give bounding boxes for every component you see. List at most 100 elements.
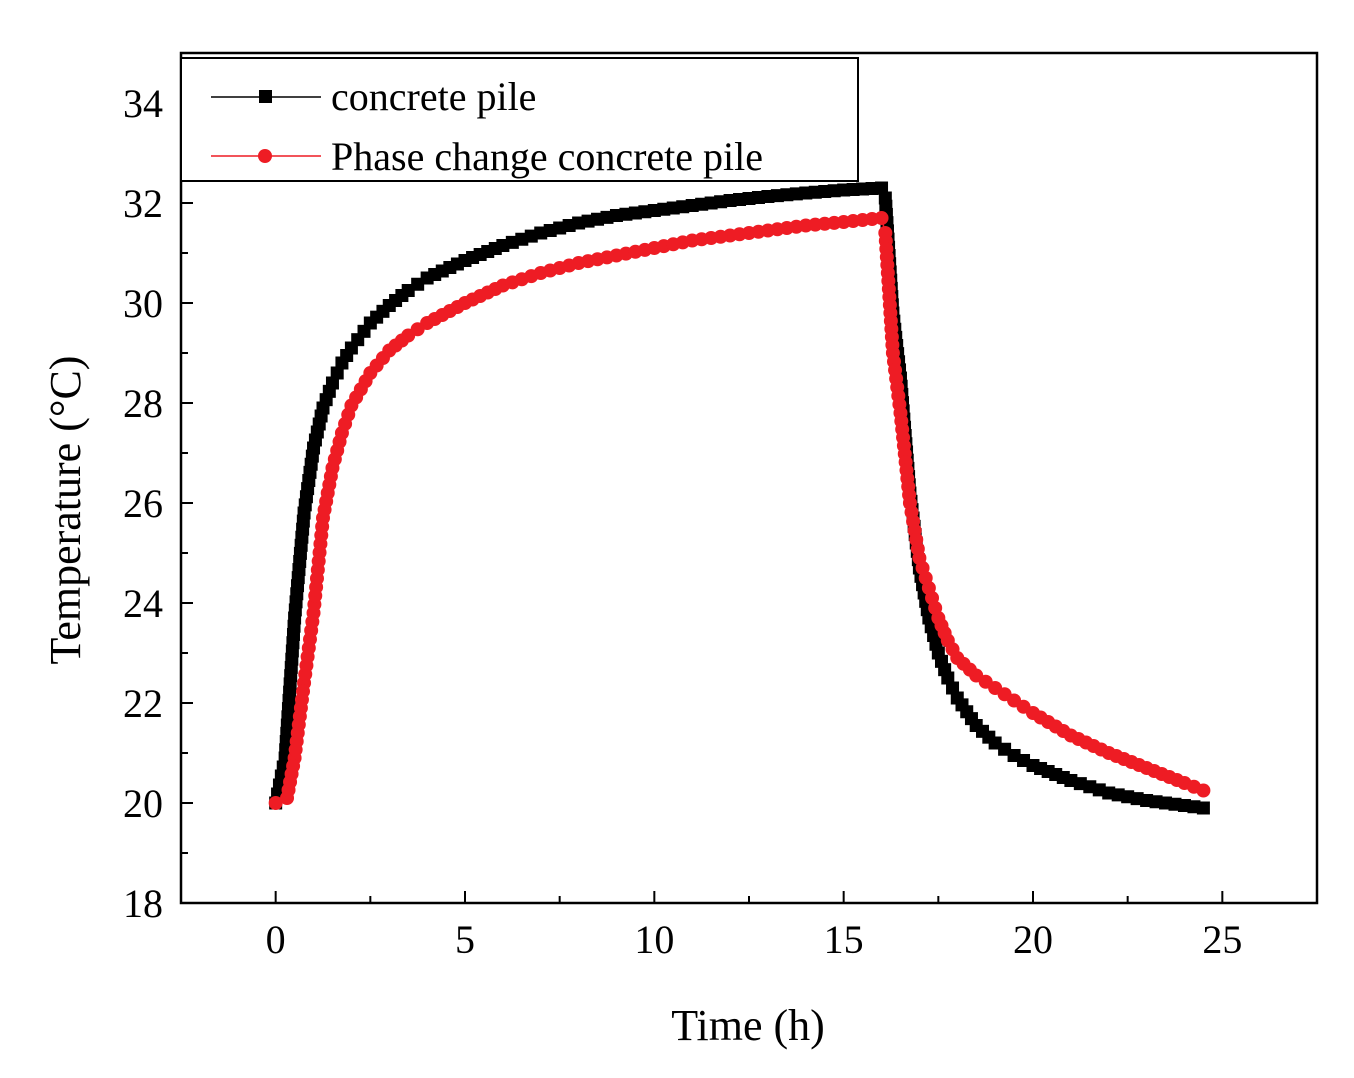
data-point [714, 195, 728, 209]
data-point [892, 397, 907, 412]
data-point [488, 242, 502, 255]
x-tick-label: 5 [455, 917, 475, 962]
y-tick-label: 30 [123, 281, 163, 326]
data-point [789, 219, 804, 234]
x-tick-label: 15 [824, 917, 864, 962]
data-point [357, 324, 371, 338]
x-tick-label: 0 [266, 917, 286, 962]
data-point [296, 684, 311, 699]
data-point [323, 469, 338, 484]
data-point [1056, 771, 1070, 784]
data-point [524, 229, 538, 243]
data-point [358, 374, 373, 389]
data-point [340, 349, 354, 362]
data-point [637, 242, 652, 257]
data-point [978, 674, 993, 689]
data-point [928, 601, 943, 615]
data-point [902, 487, 917, 502]
series-layer [268, 181, 1211, 815]
data-point [375, 351, 390, 365]
data-point [296, 514, 310, 528]
data-point [982, 730, 996, 744]
data-point [1187, 800, 1201, 814]
data-point [314, 409, 328, 423]
data-point [865, 182, 879, 195]
legend: concrete pile Phase change concrete pile [180, 57, 859, 182]
data-point [1132, 758, 1147, 772]
series-line [275, 217, 1204, 804]
data-point [450, 300, 465, 314]
data-point [938, 663, 952, 677]
data-point [322, 384, 336, 398]
y-tick-label: 32 [123, 181, 163, 226]
data-point [600, 210, 614, 224]
legend-box [180, 57, 859, 182]
data-point [395, 289, 409, 302]
series-phase-change-concrete-pile [268, 211, 1211, 810]
data-point [676, 200, 690, 214]
data-point [789, 187, 803, 201]
x-tick-label: 25 [1202, 917, 1242, 962]
y-tick-label: 20 [123, 781, 163, 826]
data-point [1168, 797, 1182, 811]
data-point [287, 619, 301, 633]
data-point [929, 637, 943, 651]
data-point [268, 796, 283, 810]
data-point [1094, 742, 1109, 757]
y-axis: 18 20 22 24 26 28 30 32 34 [123, 81, 193, 926]
data-point [488, 282, 503, 296]
series-concrete-pile [269, 181, 1210, 815]
data-point [962, 662, 977, 677]
y-tick-label: 18 [123, 881, 163, 926]
data-point [1056, 724, 1071, 738]
data-point [1092, 783, 1106, 797]
data-point [600, 250, 614, 265]
data-point [286, 759, 301, 773]
data-point [865, 212, 880, 226]
data-point [964, 712, 978, 726]
data-point [945, 642, 960, 657]
data-point [1186, 779, 1201, 794]
data-point [376, 304, 390, 318]
data-point [330, 366, 344, 380]
data-point [410, 322, 425, 337]
data-point [751, 224, 766, 239]
x-tick-label: 20 [1013, 917, 1053, 962]
data-point [998, 742, 1012, 756]
data-point [751, 191, 765, 204]
data-point [827, 184, 841, 198]
data-point [1169, 773, 1184, 787]
data-point [1130, 792, 1144, 806]
data-point [450, 257, 464, 271]
data-point [562, 219, 576, 232]
data-point [1017, 754, 1031, 767]
data-point [315, 519, 330, 534]
legend-marker-concrete-pile [259, 90, 272, 103]
data-point [562, 258, 577, 273]
data-point [305, 614, 320, 629]
legend-label-phase-change: Phase change concrete pile [331, 134, 763, 179]
data-point [638, 205, 652, 219]
data-point [827, 215, 842, 230]
data-point [937, 626, 952, 640]
x-axis-title: Time (h) [671, 1001, 825, 1050]
data-point [713, 229, 728, 244]
legend-label-concrete-pile: concrete pile [331, 74, 536, 119]
data-point [305, 449, 319, 463]
data-point [918, 571, 933, 585]
y-tick-label: 22 [123, 681, 163, 726]
data-point [332, 434, 347, 449]
data-point [910, 541, 925, 556]
data-point [885, 338, 900, 352]
data-point [411, 277, 425, 291]
data-point [524, 269, 539, 284]
data-point [394, 333, 409, 348]
legend-marker-phase-change [258, 149, 272, 163]
x-axis: 0 5 10 15 20 25 [180, 891, 1242, 962]
y-tick-label: 26 [123, 481, 163, 526]
y-tick-label: 24 [123, 581, 163, 626]
data-point [997, 687, 1012, 702]
y-tick-label: 34 [123, 81, 163, 126]
x-tick-label: 10 [634, 917, 674, 962]
